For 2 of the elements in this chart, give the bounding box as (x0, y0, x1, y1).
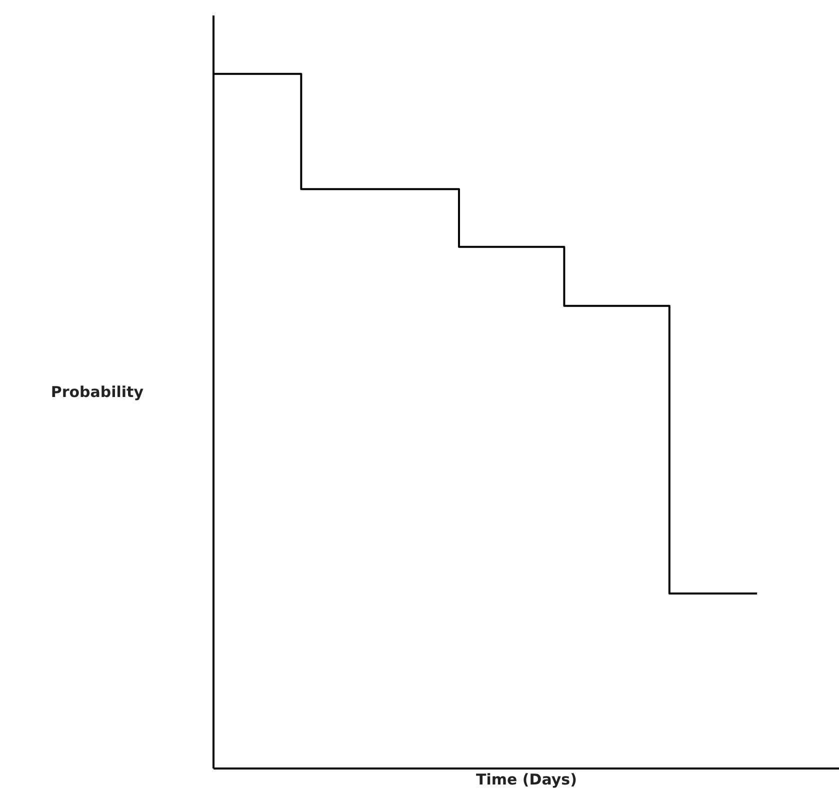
y-axis-title: Probability (50, 383, 144, 401)
x-axis-title: Time (Days) (476, 770, 577, 788)
